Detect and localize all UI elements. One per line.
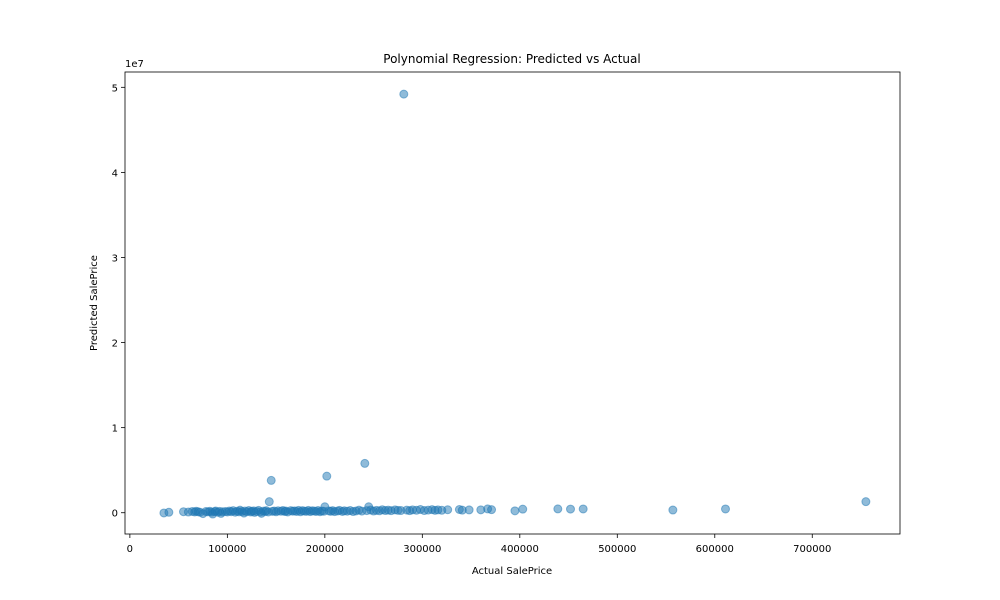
y-tick-label: 3 [112,253,118,264]
x-tick-label: 600000 [696,544,734,555]
y-tick-label: 5 [112,83,118,94]
data-point [264,497,274,507]
y-offset-label: 1e7 [125,59,144,70]
data-point [464,505,474,515]
points-layer [159,89,871,519]
x-tick-label: 300000 [403,544,441,555]
y-axis-label: Predicted SalePrice [89,255,100,351]
x-axis: 0 100000 200000 300000 400000 500000 600000 700… [127,534,831,555]
x-axis-label: Actual SalePrice [472,566,552,577]
data-point [443,505,453,515]
data-point [578,504,588,514]
data-point [668,505,678,515]
x-tick-label: 700000 [793,544,831,555]
y-tick-label: 2 [112,339,118,350]
x-tick-label: 100000 [208,544,246,555]
x-tick-label: 500000 [598,544,636,555]
data-point [266,475,276,485]
data-point [510,506,520,516]
data-point [487,505,497,515]
data-point [861,497,871,507]
y-tick-label: 0 [112,509,118,520]
data-point [399,89,409,99]
data-point [721,504,731,514]
y-tick-label: 4 [112,168,118,179]
y-axis: 0 1 2 3 4 5 [112,83,125,520]
data-point [164,507,174,517]
chart-title: Polynomial Regression: Predicted vs Actu… [383,52,640,66]
x-tick-label: 0 [127,544,133,555]
data-point [518,504,528,514]
x-tick-label: 200000 [306,544,344,555]
y-tick-label: 1 [112,424,118,435]
data-point [360,458,370,468]
data-point [566,504,576,514]
data-point [322,471,332,481]
plot-frame [124,71,901,535]
data-point [553,504,563,514]
x-tick-label: 400000 [501,544,539,555]
